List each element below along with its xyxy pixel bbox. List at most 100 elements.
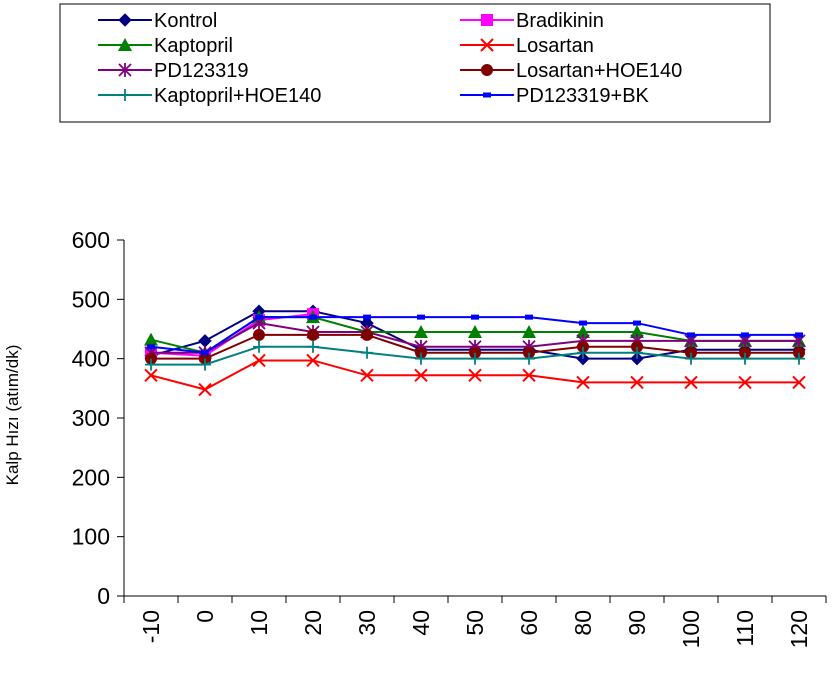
series-6-point-4 xyxy=(361,346,373,359)
legend-label-1: Bradikinin xyxy=(516,10,604,32)
legend-entry-0: Kontrol xyxy=(98,10,217,32)
series-6-point-0 xyxy=(145,358,157,371)
legend-entry-1: Bradikinin xyxy=(460,10,604,32)
series-7-point-10 xyxy=(687,332,695,338)
x-tick-label-10: 10 xyxy=(246,610,272,636)
legend-label-3: Losartan xyxy=(516,35,594,57)
series-3-point-6 xyxy=(468,368,482,382)
x-tick-label--10: -10 xyxy=(138,610,164,643)
series-6-point-8 xyxy=(577,346,589,359)
series-7-point-6 xyxy=(471,314,479,320)
series-6-point-1 xyxy=(199,358,211,371)
legend-marker-0 xyxy=(118,13,132,27)
series-3-point-2 xyxy=(252,353,266,368)
legend-label-6: Kaptopril+HOE140 xyxy=(154,85,321,107)
series-7 xyxy=(147,314,803,356)
x-tick-label-80: 80 xyxy=(570,610,596,636)
series-7-point-2 xyxy=(255,314,263,320)
series-6-point-7 xyxy=(523,352,535,365)
series-3-point-5 xyxy=(414,368,428,382)
legend-box xyxy=(59,3,771,123)
legend-entry-5: Losartan+HOE140 xyxy=(460,60,682,82)
legend-marker-5 xyxy=(481,64,493,76)
legend-label-0: Kontrol xyxy=(154,10,217,32)
legend-marker-2 xyxy=(118,38,132,51)
series-7-point-7 xyxy=(525,314,533,320)
series-3-point-6-stroke-b xyxy=(468,368,482,382)
legend: Kontrol Bradikinin Kaptopril Losartan PD1233… xyxy=(98,10,682,107)
series-3-point-5-stroke-b xyxy=(414,368,428,382)
y-tick-label-200: 200 xyxy=(72,464,110,490)
legend-marker-1 xyxy=(481,14,493,26)
series-2-point-0 xyxy=(144,332,158,346)
series-7-point-12 xyxy=(795,332,803,338)
series-5-point-2 xyxy=(253,328,265,341)
x-tick-label-20: 20 xyxy=(300,610,326,636)
series-3-point-8 xyxy=(576,375,590,390)
series-7-point-9 xyxy=(633,320,641,326)
series-3 xyxy=(144,353,806,397)
legend-label-4: PD123319 xyxy=(154,60,249,82)
legend-entry-6: Kaptopril+HOE140 xyxy=(98,85,321,107)
legend-marker-6 xyxy=(119,89,131,101)
legend-marker-3 xyxy=(480,38,494,52)
legend-marker-4 xyxy=(118,63,132,77)
y-tick-label-400: 400 xyxy=(72,346,110,372)
series-6-point-12 xyxy=(793,352,805,365)
series-3-point-3 xyxy=(306,353,320,368)
series-3-point-2-stroke-b xyxy=(252,353,266,368)
legend-label-5: Losartan+HOE140 xyxy=(516,60,682,82)
legend-entry-3: Losartan xyxy=(460,35,594,57)
series-3-point-4-stroke-b xyxy=(360,368,374,382)
series-6-point-9 xyxy=(631,346,643,359)
x-tick-label-60: 60 xyxy=(516,610,542,636)
legend-label-2: Kaptopril xyxy=(154,35,233,57)
legend-entry-4: PD123319 xyxy=(98,60,249,82)
series-6-point-3 xyxy=(307,340,319,353)
series-7-point-4 xyxy=(363,314,371,320)
x-tick-label-120: 120 xyxy=(786,610,812,648)
series-3-point-0-stroke-b xyxy=(144,368,158,382)
series-3-point-1-stroke-b xyxy=(198,382,212,397)
series-6-point-5 xyxy=(415,352,427,365)
series-3-point-8-stroke-b xyxy=(576,375,590,390)
series-7-point-0 xyxy=(147,344,155,350)
legend-entry-7: PD123319+BK xyxy=(460,85,650,107)
series-2-point-9 xyxy=(630,324,644,338)
series-6-point-11 xyxy=(739,352,751,365)
y-axis-label: Kalp Hızı (atım/dk) xyxy=(3,345,22,486)
series-3-point-12-stroke-b xyxy=(792,375,806,390)
series-3-point-12 xyxy=(792,375,806,390)
series-0-point-1 xyxy=(198,334,212,348)
series-3-point-1 xyxy=(198,382,212,397)
series-6 xyxy=(145,340,805,371)
axes: 0 100 200 300 400 500 600 -10 0 10 20 30 40 50 60 80 90 1… xyxy=(72,227,827,648)
series-2-point-5 xyxy=(414,324,428,338)
legend-marker-7 xyxy=(483,92,491,98)
series-2-point-8 xyxy=(576,324,590,338)
y-tick-label-300: 300 xyxy=(72,405,110,431)
y-tick-label-100: 100 xyxy=(72,524,110,550)
series-7-point-3 xyxy=(309,314,317,320)
series-7-point-8 xyxy=(579,320,587,326)
y-tick-label-500: 500 xyxy=(72,286,110,312)
x-tick-label-0: 0 xyxy=(192,610,218,623)
x-tick-label-90: 90 xyxy=(624,610,650,636)
series-3-point-10 xyxy=(684,375,698,390)
y-tick-label-600: 600 xyxy=(72,227,110,253)
x-tick-label-30: 30 xyxy=(354,610,380,636)
series-3-point-11 xyxy=(738,375,752,390)
legend-label-7: PD123319+BK xyxy=(516,85,650,107)
series-7-point-1 xyxy=(201,350,209,356)
series-3-point-9-stroke-b xyxy=(630,375,644,390)
y-tick-label-0: 0 xyxy=(97,583,110,609)
series-3-point-3-stroke-b xyxy=(306,353,320,368)
x-tick-label-110: 110 xyxy=(732,610,758,647)
series-5-point-4 xyxy=(361,328,373,341)
series-3-point-7 xyxy=(522,368,536,382)
series-layer xyxy=(144,304,806,397)
x-tick-label-100: 100 xyxy=(678,610,704,648)
series-7-point-11 xyxy=(741,332,749,338)
series-3-point-7-stroke-b xyxy=(522,368,536,382)
series-3-point-10-stroke-b xyxy=(684,375,698,390)
